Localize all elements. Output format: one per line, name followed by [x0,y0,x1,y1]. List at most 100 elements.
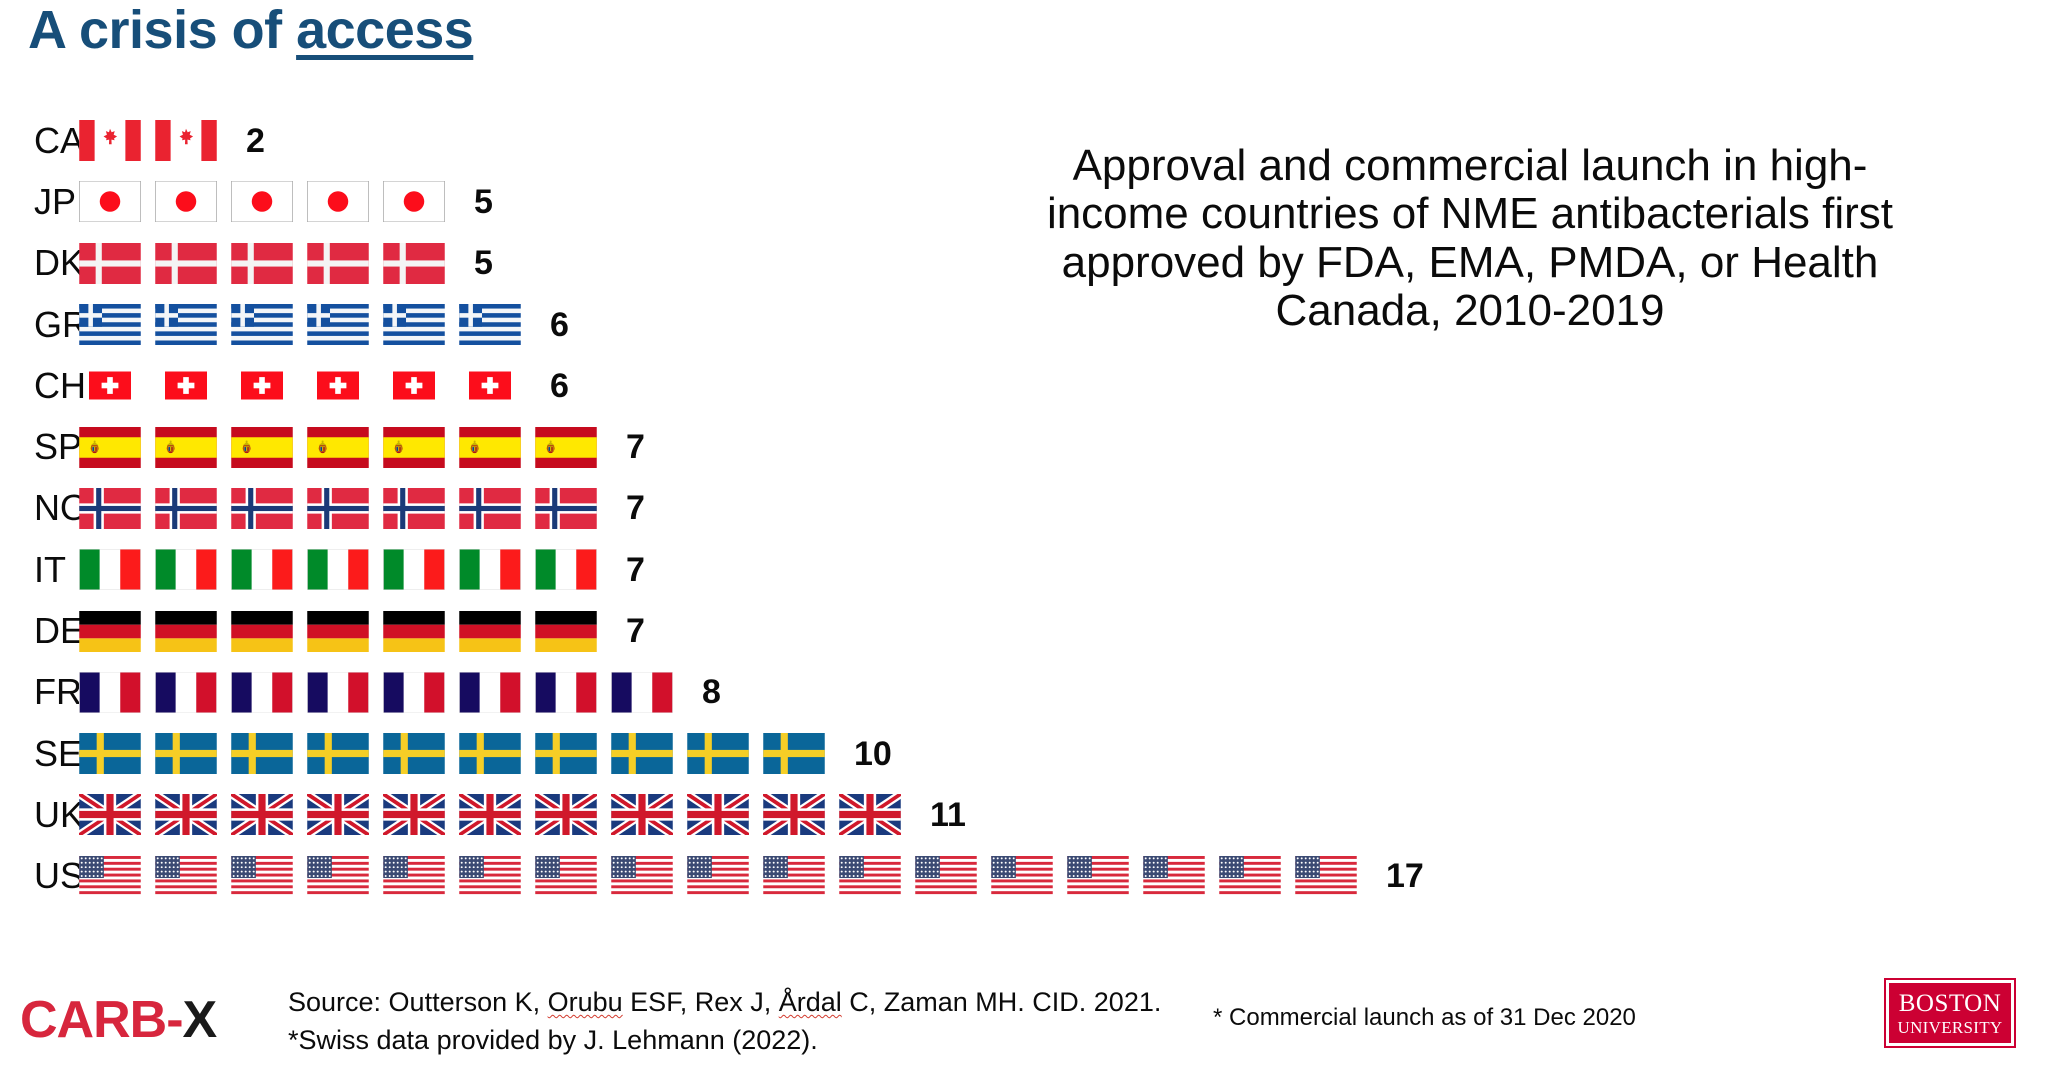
flag-jp-icon [376,181,452,223]
flag-us-icon [680,855,756,897]
row-count-sp: 7 [626,428,645,467]
flag-ch-icon [148,365,224,406]
row-count-fr: 8 [702,673,721,712]
flag-se-icon [756,733,832,775]
footnote-commercial-launch: * Commercial launch as of 31 Dec 2020 [1213,1004,1636,1031]
flag-sp-icon [300,426,376,468]
flag-us-icon [148,855,224,897]
flag-us-icon [1136,855,1212,897]
flag-us-icon [452,855,528,897]
row-label-uk: UK [34,793,85,835]
row-label-jp: JP [34,180,77,222]
row-label-ca: CA [34,119,85,161]
flag-it-icon [224,549,300,591]
flag-ch-icon [72,365,148,406]
flag-sp-icon [376,426,452,468]
chart-row-fr: FR 8 [0,662,1424,723]
flag-uk-icon [148,794,224,836]
page-title: A crisis of access [28,0,474,60]
flag-se-icon [604,733,680,775]
row-count-ca: 2 [246,121,265,160]
flag-sp-icon [148,426,224,468]
chart-row-jp: JP 5 [0,171,1424,232]
row-count-se: 10 [854,734,892,773]
flag-group-jp [72,181,452,223]
flag-no-icon [224,487,300,529]
flag-no-icon [528,487,604,529]
flag-us-icon [528,855,604,897]
flag-jp-icon [300,181,376,223]
flag-se-icon [680,733,756,775]
chart-row-se: SE 10 [0,723,1424,784]
row-label-no: NO [34,487,88,529]
row-count-no: 7 [626,489,645,528]
flag-fr-icon [148,671,224,713]
flag-no-icon [148,487,224,529]
flag-it-icon [300,549,376,591]
source-text-e: C, Zaman MH. CID. 2021. [841,987,1162,1017]
flag-no-icon [300,487,376,529]
flag-group-dk [72,242,452,284]
flag-gr-icon [376,304,452,346]
flag-uk-icon [680,794,756,836]
flag-it-icon [452,549,528,591]
boston-university-logo: BOSTON UNIVERSITY [1886,980,2014,1046]
page-title-plain: A crisis of [28,0,297,60]
flag-ca-icon [72,120,148,162]
flag-uk-icon [756,794,832,836]
source-text-a: Source: Outterson K, [288,987,548,1017]
flag-us-icon [1288,855,1364,897]
flag-fr-icon [224,671,300,713]
flag-uk-icon [528,794,604,836]
row-label-se: SE [34,732,83,774]
flag-sp-icon [224,426,300,468]
flag-se-icon [72,733,148,775]
row-count-jp: 5 [474,182,493,221]
flag-se-icon [528,733,604,775]
flag-fr-icon [452,671,528,713]
flag-jp-icon [224,181,300,223]
flag-gr-icon [452,304,528,346]
flag-de-icon [528,610,604,652]
flag-dk-icon [300,242,376,284]
row-count-de: 7 [626,612,645,651]
chart-row-ca: CA 2 [0,110,1424,171]
flag-de-icon [148,610,224,652]
row-count-dk: 5 [474,244,493,283]
flag-no-icon [72,487,148,529]
flag-uk-icon [72,794,148,836]
row-label-dk: DK [34,242,85,284]
flag-it-icon [148,549,224,591]
flag-no-icon [452,487,528,529]
flag-se-icon [376,733,452,775]
flag-sp-icon [72,426,148,468]
flag-us-icon [300,855,376,897]
flag-no-icon [376,487,452,529]
flag-group-it [72,549,604,591]
flag-it-icon [376,549,452,591]
chart-row-no: NO 7 [0,478,1424,539]
row-label-us: US [34,855,85,897]
flag-se-icon [300,733,376,775]
row-label-ch: CH [34,364,86,406]
source-line-1: Source: Outterson K, Orubu ESF, Rex J, Å… [288,983,1161,1021]
flag-us-icon [376,855,452,897]
flag-us-icon [604,855,680,897]
flag-uk-icon [376,794,452,836]
chart-caption: Approval and commercial launch in high-i… [1046,141,1894,336]
flag-ch-icon [376,365,452,406]
flag-group-fr [72,671,680,713]
flag-jp-icon [72,181,148,223]
slide-footer: CARB-X Source: Outterson K, Orubu ESF, R… [0,980,2048,1071]
flag-us-icon [984,855,1060,897]
carbx-logo-red: CARB- [20,991,184,1049]
row-label-fr: FR [34,671,82,713]
flag-group-se [72,733,832,775]
row-count-gr: 6 [550,305,569,344]
flag-gr-icon [224,304,300,346]
flag-de-icon [72,610,148,652]
flag-fr-icon [72,671,148,713]
flag-group-uk [72,794,908,836]
flag-dk-icon [376,242,452,284]
flag-group-sp [72,426,604,468]
